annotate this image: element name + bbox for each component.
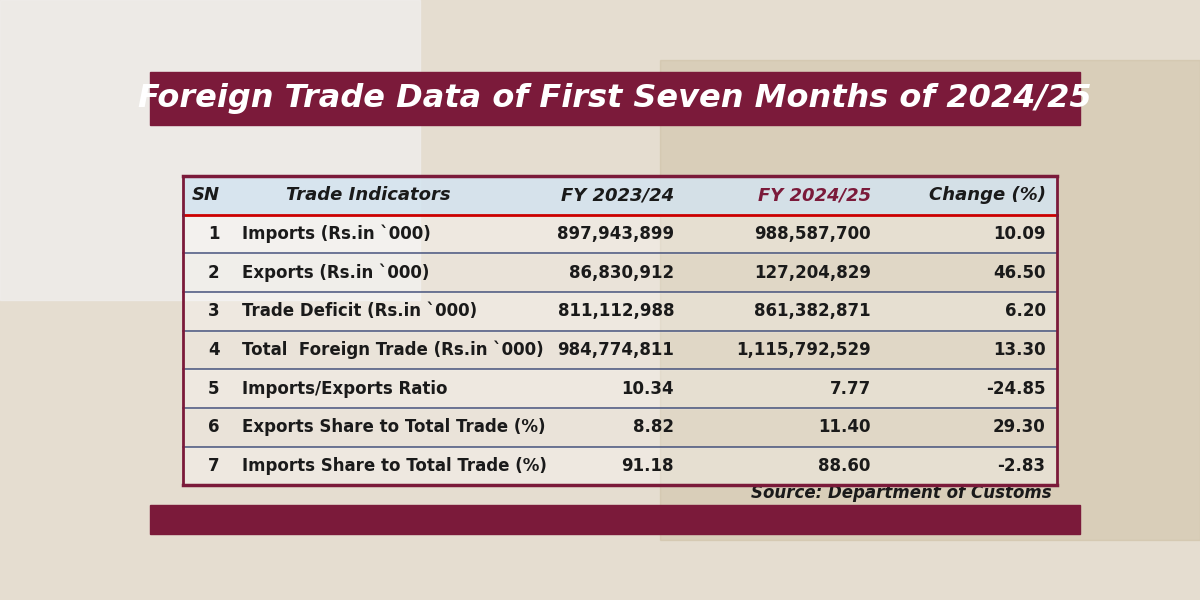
Text: FY 2023/24: FY 2023/24 (560, 186, 674, 204)
Text: Imports/Exports Ratio: Imports/Exports Ratio (241, 380, 448, 398)
Text: 8.82: 8.82 (634, 418, 674, 436)
Text: 10.09: 10.09 (994, 225, 1045, 243)
Text: 897,943,899: 897,943,899 (557, 225, 674, 243)
Bar (660, 60, 1200, 540)
Text: Change (%): Change (%) (929, 186, 1045, 204)
Bar (182, 176, 1057, 215)
Bar (150, 505, 1080, 534)
Text: 811,112,988: 811,112,988 (558, 302, 674, 320)
Text: Trade Indicators: Trade Indicators (286, 186, 451, 204)
Bar (182, 292, 1057, 331)
Bar (182, 331, 1057, 370)
Text: 7.77: 7.77 (829, 380, 871, 398)
Text: Imports (Rs.in `000): Imports (Rs.in `000) (241, 225, 431, 243)
Text: 6.20: 6.20 (1004, 302, 1045, 320)
Text: 1: 1 (208, 225, 220, 243)
Text: Exports (Rs.in `000): Exports (Rs.in `000) (241, 263, 430, 282)
Text: 3: 3 (208, 302, 220, 320)
Bar (0, 0, 420, 300)
Bar (182, 408, 1057, 447)
Text: FY 2024/25: FY 2024/25 (757, 186, 871, 204)
Text: 2: 2 (208, 263, 220, 281)
Text: 86,830,912: 86,830,912 (569, 263, 674, 281)
Text: 7: 7 (208, 457, 220, 475)
Text: 861,382,871: 861,382,871 (754, 302, 871, 320)
Text: 13.30: 13.30 (992, 341, 1045, 359)
Bar (182, 253, 1057, 292)
Text: 91.18: 91.18 (622, 457, 674, 475)
Bar (150, 72, 1080, 125)
Bar (182, 215, 1057, 253)
Text: Exports Share to Total Trade (%): Exports Share to Total Trade (%) (241, 418, 545, 436)
Text: Trade Deficit (Rs.in `000): Trade Deficit (Rs.in `000) (241, 302, 476, 320)
Text: Imports Share to Total Trade (%): Imports Share to Total Trade (%) (241, 457, 547, 475)
Text: 11.40: 11.40 (818, 418, 871, 436)
Bar (182, 370, 1057, 408)
Text: 127,204,829: 127,204,829 (754, 263, 871, 281)
Text: 29.30: 29.30 (992, 418, 1045, 436)
Text: 6: 6 (208, 418, 220, 436)
Text: 1,115,792,529: 1,115,792,529 (736, 341, 871, 359)
Text: 10.34: 10.34 (622, 380, 674, 398)
Text: SN: SN (191, 186, 220, 204)
Text: 5: 5 (208, 380, 220, 398)
Text: Total  Foreign Trade (Rs.in `000): Total Foreign Trade (Rs.in `000) (241, 341, 544, 359)
Text: -2.83: -2.83 (997, 457, 1045, 475)
Text: 984,774,811: 984,774,811 (557, 341, 674, 359)
Text: 988,587,700: 988,587,700 (754, 225, 871, 243)
Bar (182, 447, 1057, 485)
Text: 88.60: 88.60 (818, 457, 871, 475)
Text: 46.50: 46.50 (994, 263, 1045, 281)
Text: 4: 4 (208, 341, 220, 359)
Text: Source: Department of Customs: Source: Department of Customs (751, 484, 1052, 502)
Text: -24.85: -24.85 (986, 380, 1045, 398)
Text: Foreign Trade Data of First Seven Months of 2024/25: Foreign Trade Data of First Seven Months… (138, 83, 1092, 114)
